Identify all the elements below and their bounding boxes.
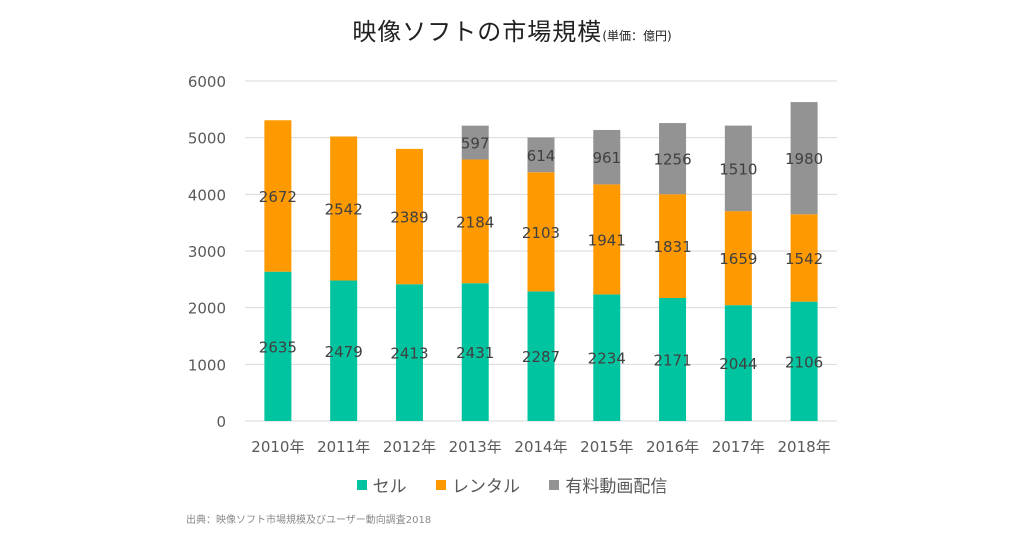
bar-segment <box>330 280 358 421</box>
x-tick-label: 2013年 <box>449 438 502 456</box>
y-tick-label: 3000 <box>188 243 226 261</box>
bar-segment <box>593 294 621 421</box>
data-label: 2106 <box>785 353 823 371</box>
bar-segment <box>527 291 555 421</box>
legend-label-sell: セル <box>372 477 407 497</box>
source-note: 出典：映像ソフト市場規模及びユーザー動向調査2018 <box>186 515 432 526</box>
x-tick-label: 2016年 <box>646 438 699 456</box>
bar-segment <box>527 137 555 173</box>
legend-swatch-rental <box>436 480 446 490</box>
data-label: 2184 <box>456 213 494 231</box>
data-label: 2413 <box>390 345 428 363</box>
bar-segment <box>264 120 292 272</box>
bar-segment <box>790 301 818 421</box>
data-label: 1659 <box>719 250 757 268</box>
y-tick-label: 0 <box>216 413 226 431</box>
bar-segment <box>527 172 555 292</box>
y-tick-label: 4000 <box>188 186 226 204</box>
data-label: 1980 <box>785 150 823 168</box>
x-tick-label: 2012年 <box>383 438 436 456</box>
legend-label-streaming: 有料動画配信 <box>565 477 668 497</box>
x-tick-label: 2011年 <box>317 438 370 456</box>
x-tick-label: 2015年 <box>580 438 633 456</box>
x-tick-label: 2017年 <box>712 438 765 456</box>
data-label: 2171 <box>653 351 691 369</box>
data-label: 2044 <box>719 355 757 373</box>
bar-segment <box>790 214 818 302</box>
y-tick-label: 6000 <box>188 73 226 91</box>
bar-segment <box>593 184 621 295</box>
data-label: 2672 <box>259 188 297 206</box>
data-label: 1941 <box>588 231 626 249</box>
data-label: 2479 <box>325 343 363 361</box>
legend-item-rental: レンタル <box>436 472 520 497</box>
y-tick-label: 1000 <box>188 356 226 374</box>
bar-segment <box>659 297 687 421</box>
x-tick-label: 2010年 <box>251 438 304 456</box>
bar-segment <box>395 284 423 421</box>
data-label: 1510 <box>719 160 757 178</box>
data-label: 2431 <box>456 344 494 362</box>
chart-title-main: 映像ソフトの市場規模 <box>352 18 603 46</box>
data-label: 2635 <box>259 338 297 356</box>
data-label: 2542 <box>325 201 363 219</box>
data-label: 2389 <box>390 209 428 227</box>
x-tick-label: 2014年 <box>514 438 567 456</box>
bar-segment <box>461 159 489 284</box>
y-tick-label: 2000 <box>188 300 226 318</box>
data-label: 2103 <box>522 224 560 242</box>
data-label: 961 <box>592 149 621 167</box>
legend-item-sell: セル <box>356 472 407 497</box>
bar-segment <box>724 211 752 306</box>
data-label: 614 <box>527 147 556 165</box>
bar-segment <box>724 305 752 421</box>
legend-swatch-streaming <box>549 480 560 490</box>
bar-segment <box>461 125 489 160</box>
data-label: 1542 <box>785 250 823 268</box>
legend-item-streaming: 有料動画配信 <box>549 472 667 497</box>
bar-segment <box>395 148 423 285</box>
x-tick-label: 2018年 <box>778 438 831 456</box>
legend-label-rental: レンタル <box>452 477 520 497</box>
data-label: 2287 <box>522 348 560 366</box>
bar-segment <box>724 125 752 212</box>
legend: セル レンタル 有料動画配信 <box>0 472 1024 497</box>
data-label: 597 <box>461 135 490 153</box>
chart-title-unit: (単価：億円) <box>602 29 672 43</box>
chart-title: 映像ソフトの市場規模(単価：億円) <box>0 12 1024 47</box>
bar-segment <box>461 283 489 421</box>
bar-segment <box>593 129 621 185</box>
bar-segment <box>659 123 687 195</box>
data-label: 1831 <box>653 238 691 256</box>
y-tick-label: 5000 <box>188 130 226 148</box>
bar-segment <box>264 271 292 421</box>
bar-segment <box>330 136 358 281</box>
bar-segment <box>790 102 818 215</box>
bar-segment <box>659 194 687 298</box>
legend-swatch-sell <box>356 480 367 490</box>
data-label: 1256 <box>653 151 691 169</box>
data-label: 2234 <box>588 350 626 368</box>
